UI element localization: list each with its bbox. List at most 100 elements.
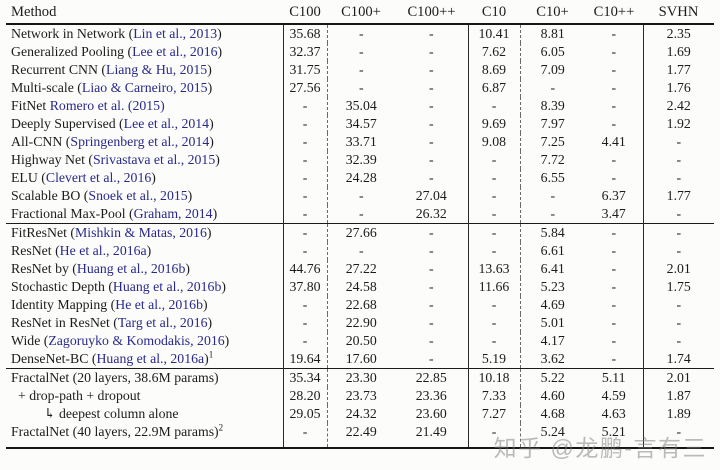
- citation-link[interactable]: Lin et al., 2013: [133, 26, 218, 41]
- method-label: FitNet: [11, 98, 50, 113]
- citation-link[interactable]: He et al., 2016b: [115, 297, 203, 312]
- value-cell: -: [428, 333, 434, 348]
- value-cell: -: [611, 80, 617, 95]
- method-cell: Deeply Supervised (Lee et al., 2014): [6, 115, 283, 133]
- method-label-suffix: ): [151, 170, 156, 185]
- value-cell: 5.23: [519, 278, 585, 296]
- value-cell: -: [611, 170, 617, 185]
- table-group-resnet-variants: FitResNet (Mishkin & Matas, 2016) -27.66-…: [6, 223, 714, 369]
- value-cell: 4.59: [601, 388, 626, 403]
- value-cell: 2.01: [642, 260, 714, 278]
- value-cell: -: [519, 187, 585, 205]
- value-cell: 6.61: [519, 242, 585, 260]
- value-cell: 5.84: [519, 223, 585, 242]
- value-cell: 37.80: [282, 278, 327, 296]
- method-cell: All-CNN (Springenberg et al., 2014): [6, 133, 283, 151]
- footnote-marker[interactable]: 1: [208, 350, 214, 360]
- citation-link[interactable]: Lee et al., 2014: [123, 116, 210, 131]
- value-cell: -: [611, 26, 617, 41]
- citation-link[interactable]: Zagoruyko & Komodakis, 2016: [48, 333, 225, 348]
- value-cell: 5.22: [519, 368, 585, 387]
- header-row: Method C100 C100+ C100++ C10 C10+ C10++ …: [6, 2, 714, 25]
- method-cell: Stochastic Depth (Huang et al., 2016b): [6, 278, 283, 296]
- value-cell: -: [326, 242, 395, 260]
- value-cell: -: [326, 43, 395, 61]
- value-cell: -: [519, 205, 585, 224]
- citation-link[interactable]: Graham, 2014: [133, 206, 213, 221]
- column-header-svhn: SVHN: [643, 2, 714, 25]
- value-cell: -: [467, 97, 520, 115]
- method-label-suffix: ): [212, 206, 218, 221]
- method-cell: Network in Network (Lin et al., 2013): [6, 24, 283, 43]
- value-cell: 10.18: [467, 368, 520, 387]
- value-cell: -: [428, 152, 434, 167]
- value-cell: 1.76: [642, 79, 714, 97]
- method-label: ResNet in ResNet (: [11, 315, 118, 330]
- value-cell: 1.74: [642, 350, 714, 369]
- method-label: Identity Mapping (: [11, 297, 116, 312]
- method-label-suffix: ): [185, 261, 190, 276]
- citation-link[interactable]: Lee et al., 2016: [132, 44, 218, 59]
- table-row: FractalNet (40 layers, 22.9M params)2-22…: [6, 423, 714, 448]
- value-cell: -: [611, 333, 617, 348]
- value-cell: 23.73: [326, 387, 395, 405]
- citation-link[interactable]: Liao & Carneiro, 2015: [81, 80, 208, 95]
- value-cell: -: [642, 332, 714, 350]
- value-cell: 44.76: [282, 260, 327, 278]
- value-cell: -: [428, 116, 434, 131]
- citation-link[interactable]: Huang et al., 2016b: [76, 261, 186, 276]
- citation-link[interactable]: He et al., 2016a: [59, 243, 147, 258]
- value-cell: 23.60: [415, 406, 447, 421]
- value-cell: 27.56: [282, 79, 327, 97]
- value-cell: 7.72: [519, 151, 585, 169]
- value-cell: 19.64: [282, 350, 327, 369]
- citation-link[interactable]: Romero et al. (2015): [49, 98, 165, 113]
- value-cell: 7.25: [519, 133, 585, 151]
- citation-link[interactable]: Clevert et al., 2016: [45, 170, 152, 185]
- citation-link[interactable]: Huang et al., 2016a: [96, 351, 205, 366]
- value-cell: -: [642, 314, 714, 332]
- value-cell: -: [428, 315, 434, 330]
- method-label: Highway Net (: [11, 152, 93, 167]
- method-label-suffix: ): [217, 26, 222, 41]
- value-cell: 23.30: [326, 368, 395, 387]
- method-cell: FitResNet (Mishkin & Matas, 2016): [6, 223, 283, 242]
- citation-link[interactable]: Srivastava et al., 2015: [93, 152, 216, 167]
- method-cell: FitNet Romero et al. (2015): [6, 97, 283, 115]
- value-cell: 5.24: [519, 423, 585, 448]
- table-row: Multi-scale (Liao & Carneiro, 2015) 27.56…: [6, 79, 714, 97]
- citation-link[interactable]: Mishkin & Matas, 2016: [75, 225, 207, 240]
- value-cell: -: [642, 223, 714, 242]
- table-row: FractalNet (20 layers, 38.6M params) 35.3…: [6, 368, 714, 387]
- value-cell: 7.97: [519, 115, 585, 133]
- value-cell: -: [282, 223, 327, 242]
- method-cell: Multi-scale (Liao & Carneiro, 2015): [6, 79, 283, 97]
- value-cell: -: [467, 169, 520, 187]
- method-label: FractalNet (40 layers, 22.9M params): [11, 424, 219, 439]
- method-cell: Generalized Pooling (Lee et al., 2016): [6, 43, 283, 61]
- footnote-marker[interactable]: 2: [218, 423, 224, 433]
- value-cell: -: [326, 24, 395, 43]
- value-cell: 20.50: [326, 332, 395, 350]
- citation-link[interactable]: Huang et al., 2016b: [112, 279, 222, 294]
- table-header: Method C100 C100+ C100++ C10 C10+ C10++ …: [6, 2, 714, 25]
- method-label-suffix: ): [217, 44, 223, 59]
- citation-link[interactable]: Springenberg et al., 2014: [70, 134, 210, 149]
- value-cell: -: [428, 98, 434, 113]
- value-cell: -: [428, 351, 434, 366]
- value-cell: 6.41: [519, 260, 585, 278]
- citation-link[interactable]: Snoek et al., 2015: [88, 188, 188, 203]
- value-cell: 32.39: [326, 151, 395, 169]
- method-cell: Wide (Zagoruyko & Komodakis, 2016): [6, 332, 283, 350]
- value-cell: 4.63: [601, 406, 626, 421]
- value-cell: -: [642, 133, 714, 151]
- citation-link[interactable]: Liang & Hu, 2015: [106, 62, 208, 77]
- table-row: Identity Mapping (He et al., 2016b) -22.6…: [6, 296, 714, 314]
- table-group-prior-work: Network in Network (Lin et al., 2013) 35.…: [6, 24, 714, 224]
- value-cell: 5.01: [519, 314, 585, 332]
- table-row: FitResNet (Mishkin & Matas, 2016) -27.66-…: [6, 223, 714, 242]
- method-label: Scalable BO (: [11, 188, 89, 203]
- citation-link[interactable]: Targ et al., 2016: [117, 315, 208, 330]
- table-row: ResNet (He et al., 2016a) - - - -6.61- -: [6, 242, 714, 260]
- value-cell: -: [428, 80, 434, 95]
